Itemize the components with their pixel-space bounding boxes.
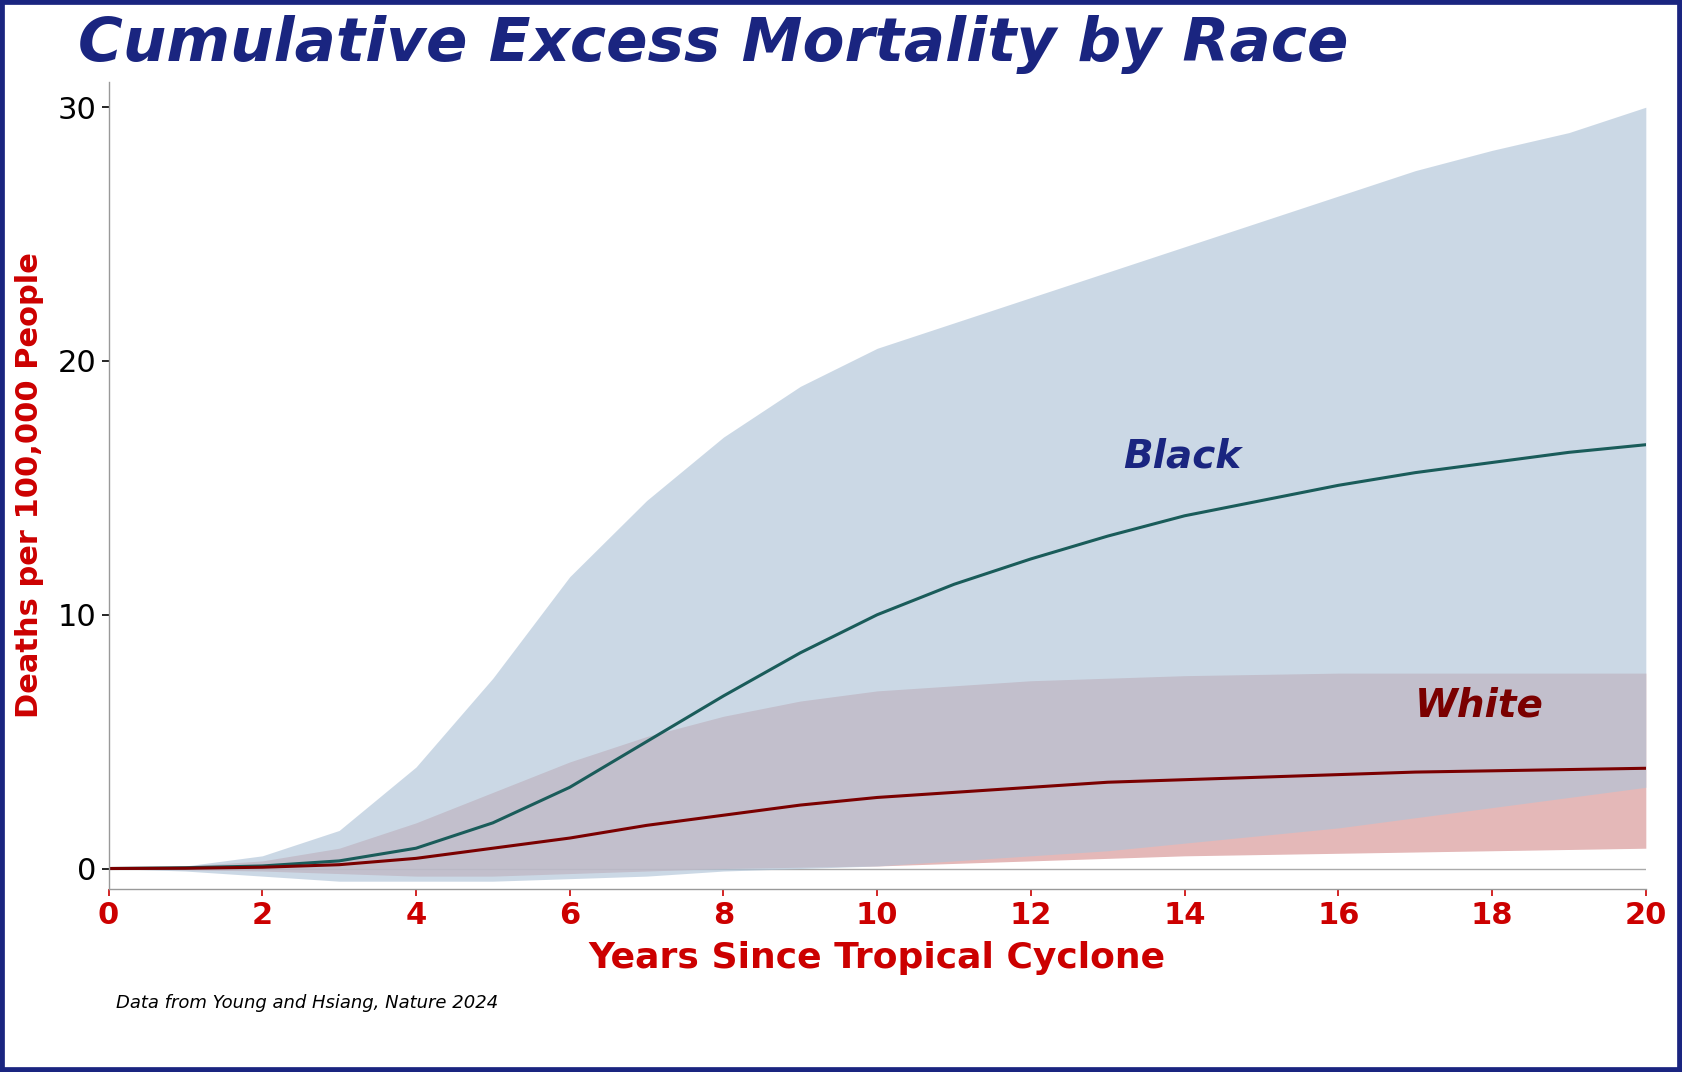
Text: Data from Young and Hsiang, Nature 2024: Data from Young and Hsiang, Nature 2024 xyxy=(116,994,498,1012)
X-axis label: Years Since Tropical Cyclone: Years Since Tropical Cyclone xyxy=(589,941,1166,974)
Text: Cumulative Excess Mortality by Race: Cumulative Excess Mortality by Race xyxy=(77,15,1349,74)
Text: Black: Black xyxy=(1124,437,1241,476)
Y-axis label: Deaths per 100,000 People: Deaths per 100,000 People xyxy=(15,252,44,718)
Text: White: White xyxy=(1415,686,1544,725)
